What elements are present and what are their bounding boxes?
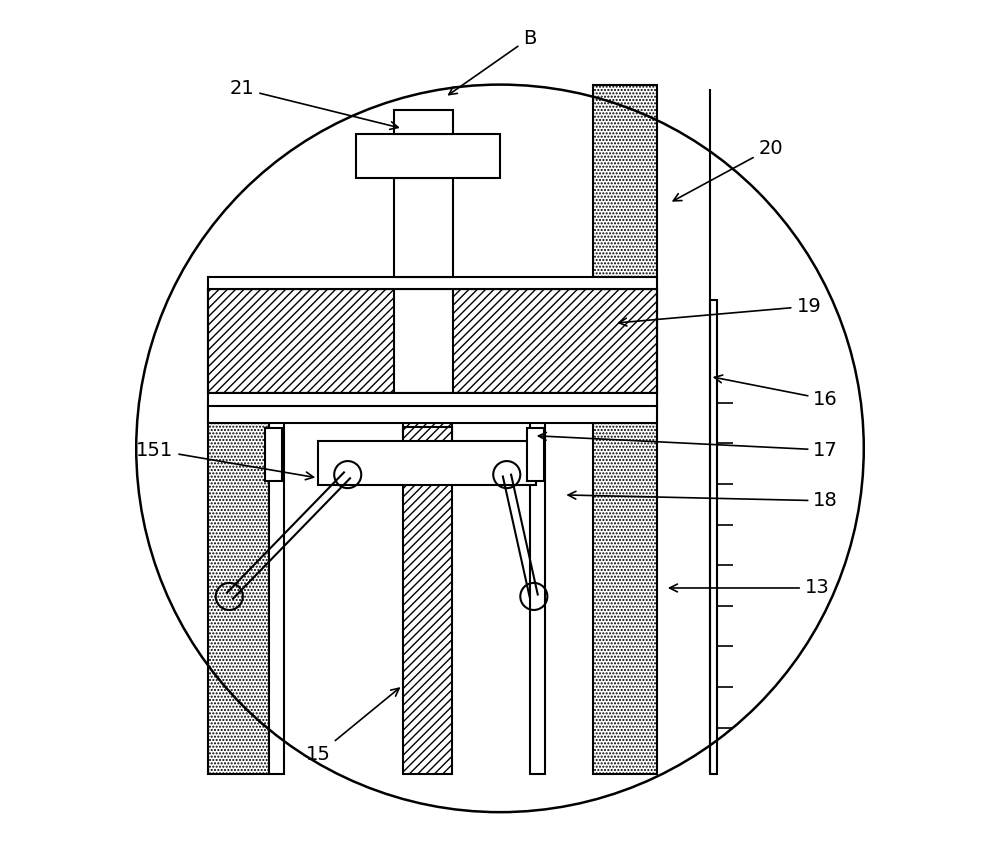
Text: 151: 151 [136, 441, 314, 480]
Bar [208, 277, 657, 289]
Bar [394, 110, 453, 134]
Bar [593, 85, 657, 774]
Bar [403, 410, 452, 774]
Bar [527, 428, 544, 481]
Bar [318, 441, 536, 485]
Bar [208, 393, 657, 406]
Bar [403, 427, 452, 448]
Text: 20: 20 [673, 139, 783, 201]
Bar [356, 134, 500, 178]
Text: 18: 18 [568, 492, 838, 510]
Bar [394, 178, 453, 277]
Bar [530, 406, 545, 774]
Bar [208, 289, 657, 393]
Bar [710, 300, 717, 774]
Text: B: B [449, 29, 536, 95]
Bar [208, 406, 269, 774]
Text: 15: 15 [306, 688, 399, 764]
Text: 16: 16 [714, 375, 838, 409]
Text: 13: 13 [670, 579, 830, 597]
Bar [208, 289, 394, 393]
Text: 17: 17 [538, 432, 838, 459]
Bar [453, 289, 657, 393]
Text: 21: 21 [230, 80, 398, 129]
Text: 19: 19 [619, 297, 821, 326]
Bar [265, 428, 282, 481]
Bar [208, 404, 657, 423]
Bar [269, 406, 284, 774]
